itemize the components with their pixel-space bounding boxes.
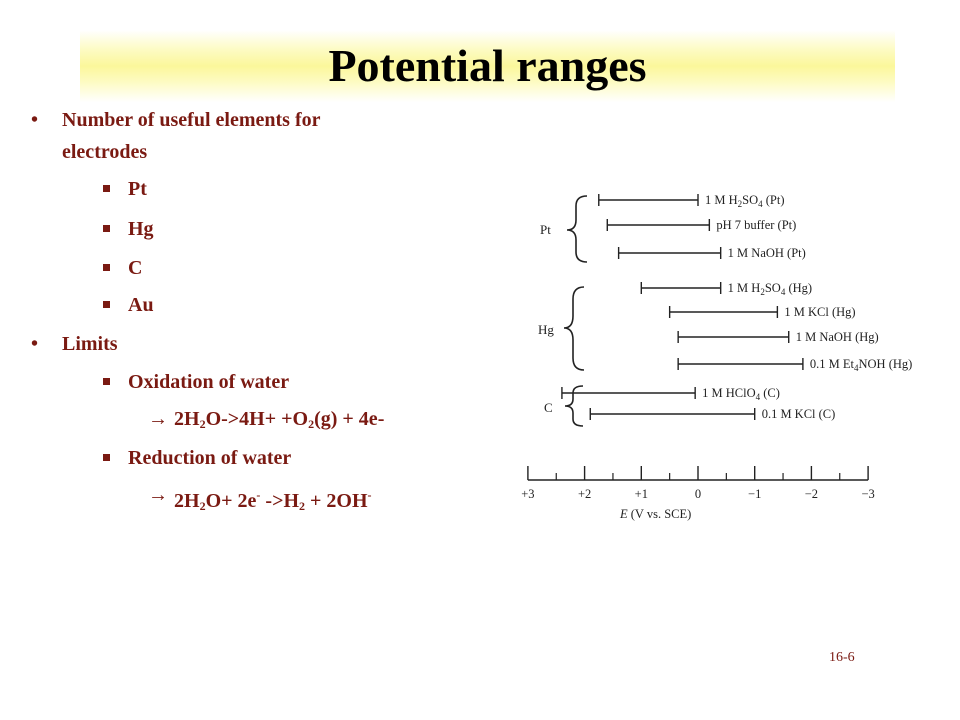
range-label: 0.1 M KCl (C) [762,407,836,421]
square-bullet [103,301,110,308]
list-item-oxidation: Oxidation of water [128,371,290,393]
arrow-icon: → [148,408,168,430]
range-label: 1 M H2SO4 (Hg) [728,281,812,297]
slide-title: Potential ranges [328,40,647,91]
range-label: 1 M HClO4 (C) [702,386,780,402]
axis-tick-label: −1 [748,487,761,501]
bullet-useful-elements: Number of useful elements for [62,109,321,131]
reduction-equation: 2H2O+ 2e- ->H2 + 2OH- [174,488,372,513]
range-label: 1 M KCl (Hg) [784,305,855,319]
axis-tick-label: +3 [521,487,534,501]
arrow-icon: → [148,484,168,506]
axis-tick-label: +1 [635,487,648,501]
range-label: 1 M H2SO4 (Pt) [705,193,785,209]
brace-c [564,385,584,427]
bullet-limits: Limits [62,333,118,355]
list-item-hg: Hg [128,218,154,240]
group-label-c: C [544,400,553,415]
square-bullet [103,225,110,232]
list-item-pt: Pt [128,178,147,200]
brace-hg [563,286,585,371]
axis-title: E (V vs. SCE) [619,507,691,521]
axis-tick-label: −3 [861,487,874,501]
axis-tick-label: 0 [695,487,701,501]
axis-tick-label: −2 [805,487,818,501]
oxidation-equation: 2H2O->4H+ +O2(g) + 4e- [174,408,385,431]
title-band [80,30,895,102]
bullet-dot: • [31,333,39,355]
range-label: 0.1 M Et4NOH (Hg) [810,357,912,373]
square-bullet [103,378,110,385]
brace-pt [566,195,588,263]
square-bullet [103,185,110,192]
range-label: 1 M NaOH (Pt) [728,246,806,260]
square-bullet [103,264,110,271]
range-label: 1 M NaOH (Hg) [796,330,879,344]
list-item-reduction: Reduction of water [128,447,292,469]
page-number: 16-6 [829,650,855,665]
list-item-c: C [128,257,143,279]
square-bullet [103,454,110,461]
list-item-au: Au [128,294,154,316]
axis-tick-label: +2 [578,487,591,501]
group-label-hg: Hg [538,322,554,337]
group-label-pt: Pt [540,222,551,237]
range-label: pH 7 buffer (Pt) [716,218,796,232]
bullet-dot: • [31,109,39,131]
bullet-useful-elements-cont: electrodes [62,141,148,163]
